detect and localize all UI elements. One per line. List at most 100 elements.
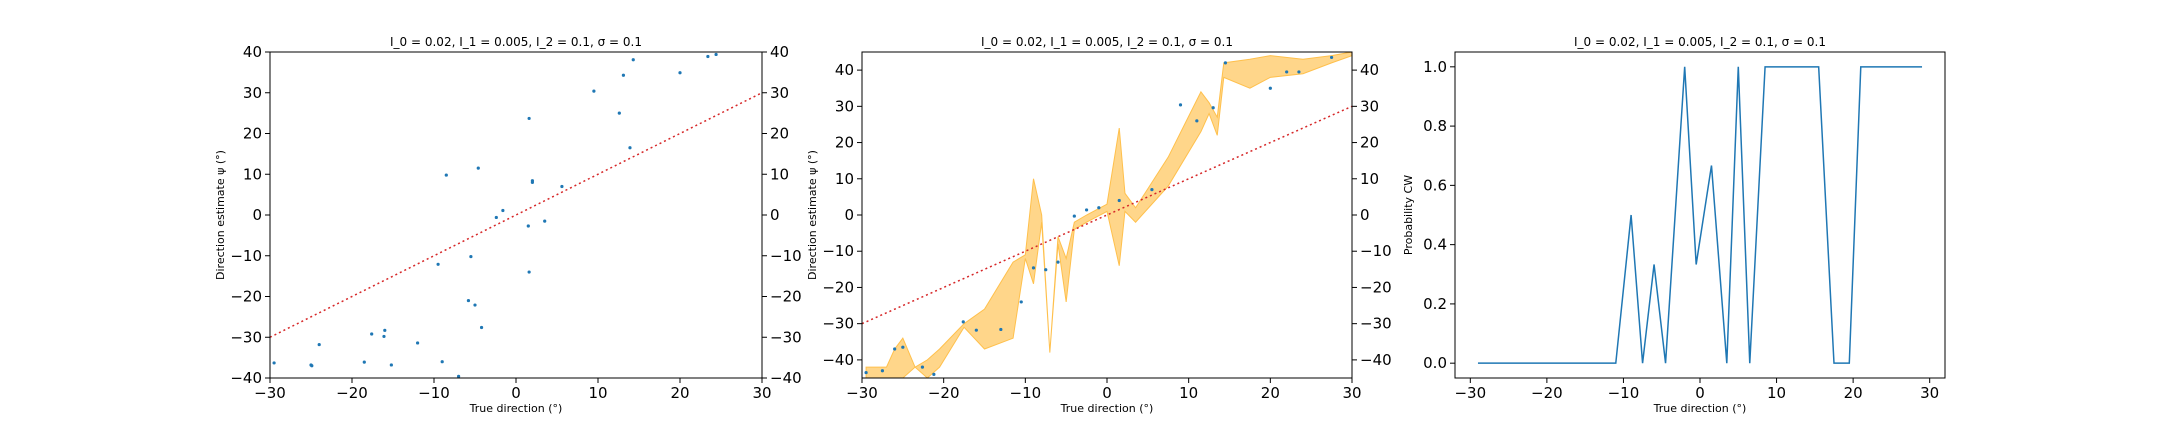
y-tick-label: −10: [822, 242, 854, 260]
data-point: [310, 364, 314, 368]
data-point: [1056, 260, 1060, 264]
panel-1-ylabel: Direction estimate ψ (°): [214, 150, 227, 280]
panel-1-title: I_0 = 0.02, I_1 = 0.005, I_2 = 0.1, σ = …: [390, 35, 642, 49]
data-point: [1150, 188, 1154, 192]
right-y-tick-label: 30: [1360, 97, 1379, 115]
data-point: [1268, 86, 1272, 90]
data-point: [389, 363, 393, 367]
data-point: [370, 332, 374, 336]
right-y-tick-label: 20: [770, 125, 789, 143]
y-tick-label: 0.8: [1423, 117, 1447, 135]
right-y-tick-label: −20: [1360, 278, 1392, 296]
data-point: [628, 146, 632, 150]
data-point: [631, 58, 635, 62]
x-tick-label: 20: [670, 384, 689, 402]
data-point: [864, 370, 868, 375]
panel-1-marks: [269, 52, 763, 378]
data-point: [1072, 214, 1076, 218]
right-y-tick-label: 10: [1360, 170, 1379, 188]
data-point: [621, 73, 626, 77]
panel-1-xlabel: True direction (°): [469, 402, 563, 415]
series-line: [1477, 66, 1923, 364]
right-y-tick-label: −30: [1360, 315, 1392, 333]
x-tick-label: −10: [1608, 384, 1640, 402]
y-tick-label: 0.6: [1423, 176, 1447, 194]
data-point: [457, 374, 461, 378]
x-tick-label: −10: [418, 384, 450, 402]
data-point: [1329, 55, 1334, 60]
panel-2-title: I_0 = 0.02, I_1 = 0.005, I_2 = 0.1, σ = …: [981, 35, 1233, 49]
right-y-tick-label: 40: [1360, 61, 1379, 79]
data-point: [382, 334, 386, 339]
y-tick-label: 1.0: [1423, 58, 1447, 76]
panel-1-ticks: −30 −20 −10 0 10 20 30−40−30−20−10010203040−40…: [230, 43, 801, 402]
x-tick-label: 20: [1261, 384, 1280, 402]
right-y-tick-label: 10: [770, 165, 789, 183]
x-tick-label: 20: [1844, 384, 1863, 402]
data-point: [592, 89, 596, 93]
x-tick-label: 0: [1102, 384, 1112, 402]
data-point: [469, 254, 473, 259]
y-tick-label: 0: [252, 206, 262, 224]
panel-2: I_0 = 0.02, I_1 = 0.005, I_2 = 0.1, σ = …: [806, 35, 1392, 415]
data-point: [1211, 106, 1215, 110]
data-point: [1097, 206, 1101, 210]
data-point: [678, 71, 682, 75]
right-y-tick-label: −20: [770, 288, 802, 306]
data-point: [543, 219, 547, 223]
data-point: [714, 52, 718, 57]
data-point: [1019, 300, 1023, 304]
x-tick-label: −10: [1010, 384, 1042, 402]
data-point: [1178, 103, 1183, 107]
y-tick-label: 10: [835, 170, 854, 188]
identity-line: [861, 105, 1353, 325]
right-y-tick-label: −40: [1360, 351, 1392, 369]
y-tick-label: 20: [243, 125, 262, 143]
data-point: [1044, 268, 1048, 272]
identity-line: [269, 92, 763, 338]
panel-1-frame: [269, 51, 763, 379]
panel-2-ylabel: Direction estimate ψ (°): [806, 150, 819, 280]
data-point: [880, 369, 885, 373]
y-tick-label: −20: [822, 278, 854, 296]
data-point: [974, 328, 978, 332]
x-tick-label: 10: [1767, 384, 1786, 402]
data-point: [1031, 266, 1036, 270]
right-y-tick-label: −40: [770, 369, 802, 387]
y-tick-label: 30: [835, 97, 854, 115]
data-point: [444, 173, 448, 177]
data-point: [317, 342, 321, 347]
y-tick-label: −40: [822, 351, 854, 369]
data-point: [440, 360, 444, 364]
right-y-tick-label: 20: [1360, 134, 1379, 152]
data-point: [473, 303, 477, 307]
y-tick-label: −30: [230, 328, 262, 346]
right-y-tick-label: −10: [1360, 242, 1392, 260]
data-point: [961, 320, 965, 324]
panel-2-frame: [861, 51, 1353, 379]
data-point: [1195, 119, 1199, 123]
panel-2-xlabel: True direction (°): [1060, 402, 1154, 415]
data-point: [526, 224, 530, 228]
panel-3-marks: [1477, 66, 1923, 364]
panel-1: I_0 = 0.02, I_1 = 0.005, I_2 = 0.1, σ = …: [214, 35, 802, 415]
data-point: [901, 345, 905, 349]
data-point: [1117, 198, 1121, 203]
data-point: [560, 184, 564, 189]
right-y-tick-label: 30: [770, 84, 789, 102]
x-tick-label: −30: [846, 384, 878, 402]
data-point: [494, 215, 498, 220]
y-tick-label: 0.0: [1423, 354, 1447, 372]
panel-2-ticks: −30 −20 −10 0 10 20 30 −40 −30 −20 −10 0 10 20 30 40 −40…: [822, 61, 1391, 402]
panel-3-title: I_0 = 0.02, I_1 = 0.005, I_2 = 0.1, σ = …: [1574, 35, 1826, 49]
y-tick-label: 30: [243, 84, 262, 102]
data-point: [501, 208, 505, 213]
x-tick-label: 0: [511, 384, 521, 402]
panel-3-frame: [1454, 51, 1946, 379]
x-tick-label: −30: [1454, 384, 1486, 402]
data-point: [1223, 61, 1228, 65]
y-tick-label: −10: [230, 247, 262, 265]
data-point: [999, 327, 1003, 332]
data-point: [1297, 70, 1301, 74]
